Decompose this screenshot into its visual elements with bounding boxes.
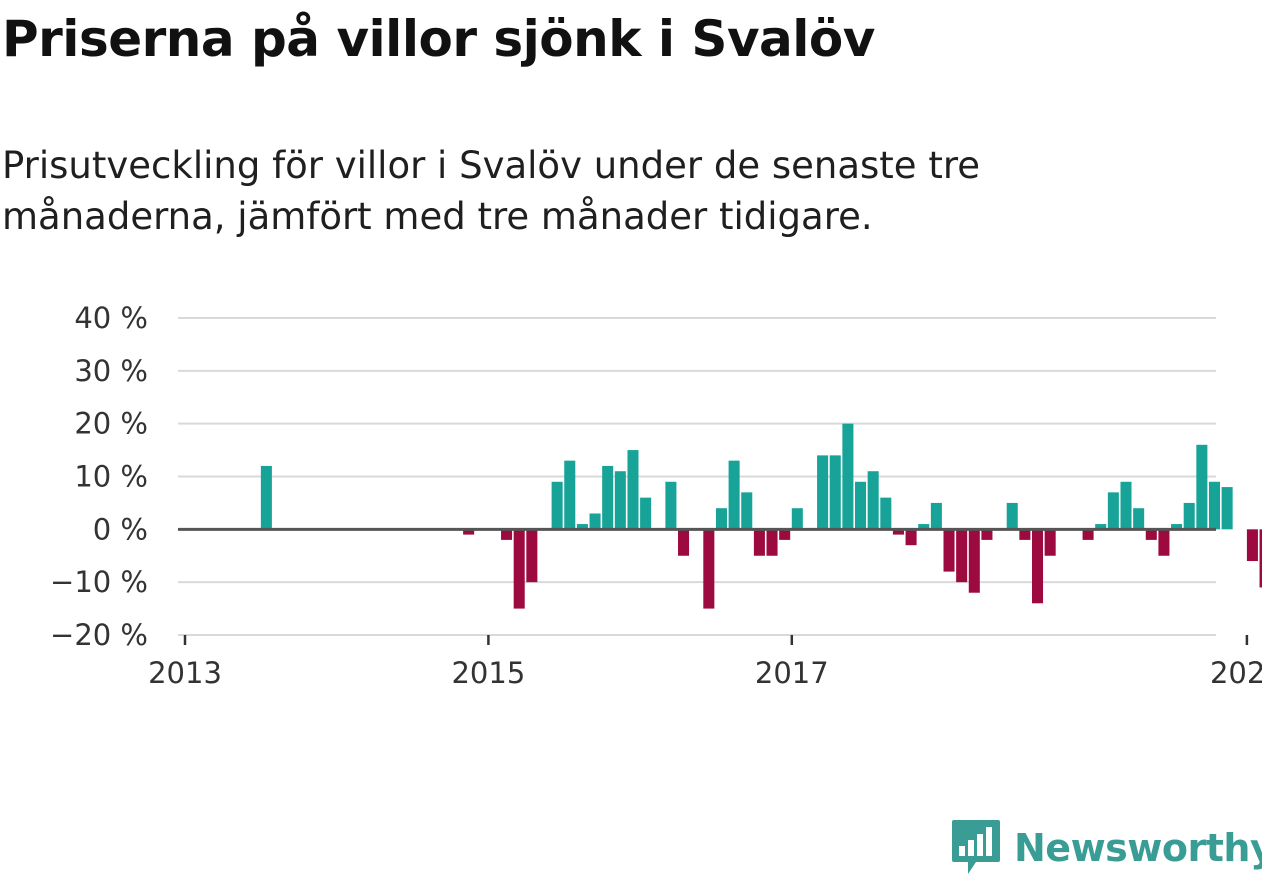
bar — [602, 465, 614, 530]
bar — [981, 529, 993, 540]
bar — [905, 529, 917, 546]
bar — [576, 524, 588, 530]
bar — [855, 481, 867, 530]
bar — [1044, 529, 1056, 556]
bar — [260, 465, 272, 530]
bar — [867, 471, 879, 530]
bar — [614, 471, 626, 530]
y-tick-label: 20 % — [74, 407, 148, 441]
bar — [791, 508, 803, 530]
bar — [1082, 529, 1094, 540]
brand-name: Newsworthy — [1014, 826, 1262, 870]
bar — [930, 502, 942, 530]
gridlines — [178, 317, 1216, 636]
bar — [703, 529, 715, 609]
chart-title: Priserna på villor sjönk i Svalöv — [2, 10, 875, 68]
chart-subtitle: Prisutveckling för villor i Svalöv under… — [2, 144, 981, 238]
y-tick-label: 0 % — [93, 512, 148, 546]
bar — [880, 497, 892, 530]
newsworthy-logo: Newsworthy — [950, 818, 1262, 878]
bars — [260, 423, 1262, 609]
bar — [665, 481, 677, 530]
bar — [918, 524, 930, 530]
y-tick-label: −10 % — [50, 565, 148, 599]
y-tick-label: −20 % — [50, 618, 148, 652]
y-tick-label: 40 % — [74, 301, 148, 335]
bar — [513, 529, 525, 609]
bar — [728, 460, 740, 530]
bar — [1145, 529, 1157, 540]
bar — [1221, 487, 1233, 530]
x-tick-label: 2013 — [148, 656, 222, 690]
bar — [1158, 529, 1170, 556]
bar — [779, 529, 791, 540]
bar — [678, 529, 690, 556]
bar — [753, 529, 765, 556]
axes: 40 % 30 % 20 % 10 % 0 % −10 % −20 %2013 2015 201… — [50, 301, 1262, 690]
newsworthy-chart-icon — [952, 820, 1000, 874]
bar — [741, 492, 753, 530]
x-tick-label: 2017 — [755, 656, 829, 690]
bar — [551, 481, 563, 530]
bar — [640, 497, 652, 530]
bar — [501, 529, 513, 540]
bar — [1246, 529, 1258, 562]
bar — [627, 450, 639, 530]
bar — [526, 529, 538, 583]
bar — [1120, 481, 1132, 530]
bar — [829, 455, 841, 530]
bar — [1107, 492, 1119, 530]
bar — [1183, 502, 1195, 530]
bar — [1019, 529, 1031, 540]
x-tick-label: 2015 — [451, 656, 525, 690]
bar — [968, 529, 980, 593]
bar — [1196, 444, 1208, 530]
bar — [1133, 508, 1145, 530]
bar — [817, 455, 829, 530]
bar — [1031, 529, 1044, 604]
bar — [766, 529, 778, 556]
bar — [892, 529, 904, 535]
bar — [1171, 524, 1183, 530]
bar — [943, 529, 955, 572]
bar-chart: 40 % 30 % 20 % 10 % 0 % −10 % −20 %2013 2015 201… — [50, 301, 1262, 690]
bar — [463, 529, 475, 535]
bar — [1259, 529, 1262, 588]
bar — [564, 460, 576, 530]
bar — [1208, 481, 1221, 530]
bar — [715, 508, 727, 530]
y-tick-label: 30 % — [74, 354, 148, 388]
bar — [589, 513, 601, 530]
bar — [956, 529, 968, 583]
bar — [1095, 524, 1107, 530]
x-tick-label: 2020 — [1210, 656, 1262, 690]
bar — [1006, 502, 1018, 530]
y-tick-label: 10 % — [74, 460, 148, 494]
bar — [842, 423, 854, 530]
